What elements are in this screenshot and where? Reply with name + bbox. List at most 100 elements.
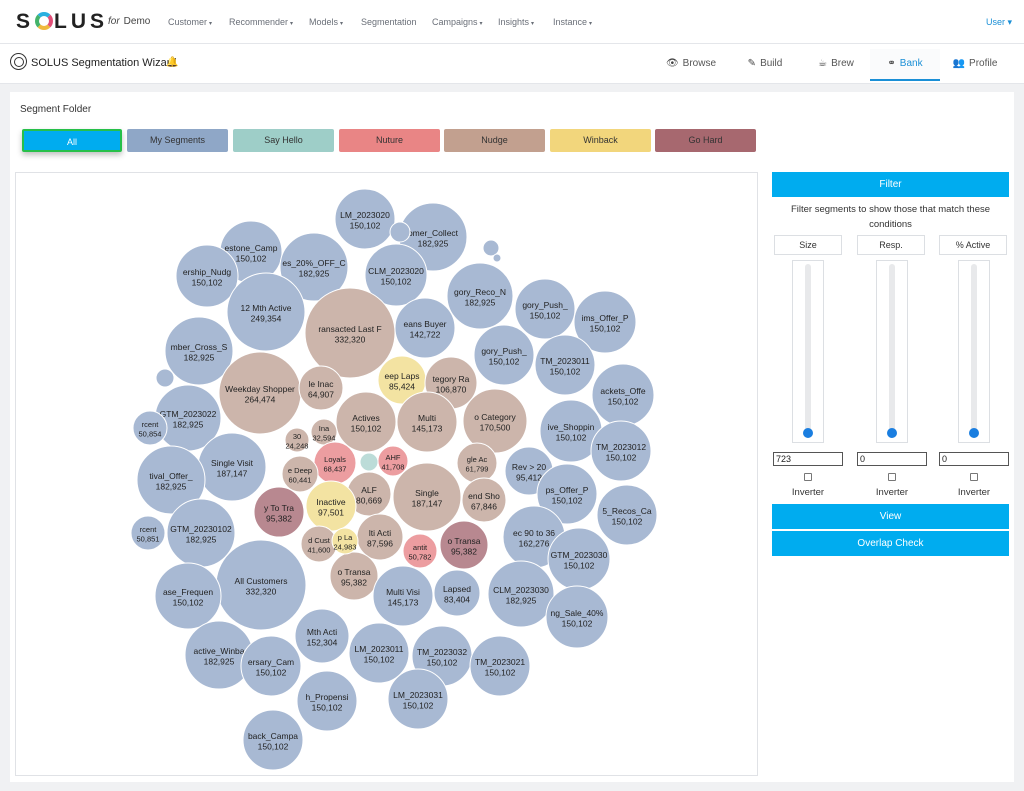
- active-slider[interactable]: [958, 260, 990, 443]
- bubble-circle[interactable]: [545, 585, 609, 649]
- tab-browse[interactable]: 👁 Browse: [662, 49, 720, 81]
- bubble-circle[interactable]: [534, 334, 596, 396]
- bubble-circle[interactable]: [155, 368, 175, 388]
- bubble-circle[interactable]: [154, 562, 222, 630]
- folder-nudge-button[interactable]: Nudge: [444, 129, 545, 152]
- size-value-input[interactable]: 723: [773, 452, 843, 466]
- segment-bubble-category-push-to-a-13[interactable]: gory_Push_150,102: [473, 324, 535, 386]
- user-menu[interactable]: User ▾: [985, 17, 1012, 27]
- bubble-circle[interactable]: [396, 391, 458, 453]
- bubble-circle[interactable]: [461, 477, 507, 523]
- size-slider[interactable]: [792, 260, 824, 443]
- resp-inverter-checkbox[interactable]: [888, 473, 896, 481]
- bubble-circle[interactable]: [387, 668, 449, 730]
- folder-go-hard-button[interactable]: Go Hard: [655, 129, 756, 152]
- bubble-circle[interactable]: [573, 290, 637, 354]
- segment-bubble-segment-72[interactable]: [492, 253, 502, 263]
- bubble-circle[interactable]: [473, 324, 535, 386]
- bell-icon[interactable]: 🔔: [166, 57, 179, 68]
- bubble-circle[interactable]: [226, 272, 306, 352]
- bubble-circle[interactable]: [136, 445, 206, 515]
- active-inverter-checkbox[interactable]: [970, 473, 978, 481]
- folder-winback-button[interactable]: Winback: [550, 129, 651, 152]
- slider-handle[interactable]: [887, 428, 897, 438]
- nav-recommender[interactable]: Recommender ▾: [229, 17, 293, 27]
- bubble-circle[interactable]: [348, 622, 410, 684]
- resp-value-input[interactable]: 0: [857, 452, 927, 466]
- bubble-circle[interactable]: [433, 569, 481, 617]
- bubble-circle[interactable]: [402, 533, 438, 569]
- bubble-circle[interactable]: [590, 420, 652, 482]
- tab-profile[interactable]: 👥 Profile: [946, 49, 1004, 81]
- bubble-circle[interactable]: [132, 410, 168, 446]
- bubble-circle[interactable]: [164, 316, 234, 386]
- bubble-circle[interactable]: [284, 427, 310, 453]
- segment-bubble-weekend-69[interactable]: [155, 368, 175, 388]
- active-value-input[interactable]: 0: [939, 452, 1009, 466]
- bubble-circle[interactable]: [175, 244, 239, 308]
- bubble-circle[interactable]: [298, 365, 344, 411]
- segment-bubble-segment-68[interactable]: [359, 452, 379, 472]
- folder-nuture-button[interactable]: Nuture: [339, 129, 440, 152]
- resp-slider[interactable]: [876, 260, 908, 443]
- bubble-circle[interactable]: [514, 278, 576, 340]
- segment-bubble-segment-l-70[interactable]: [389, 221, 411, 243]
- bubble-circle[interactable]: [372, 565, 434, 627]
- bubble-circle[interactable]: [462, 388, 528, 454]
- bubble-circle[interactable]: [334, 188, 396, 250]
- segment-bubble-festival-offer-push-32[interactable]: tival_Offer_182,925: [136, 445, 206, 515]
- folder-all-button[interactable]: All: [22, 129, 122, 152]
- bubble-circle[interactable]: [469, 635, 531, 697]
- bubble-circle[interactable]: [536, 463, 598, 525]
- nav-instance[interactable]: Instance ▾: [553, 17, 592, 27]
- bubble-circle[interactable]: [242, 709, 304, 771]
- bubble-circle[interactable]: [392, 462, 462, 532]
